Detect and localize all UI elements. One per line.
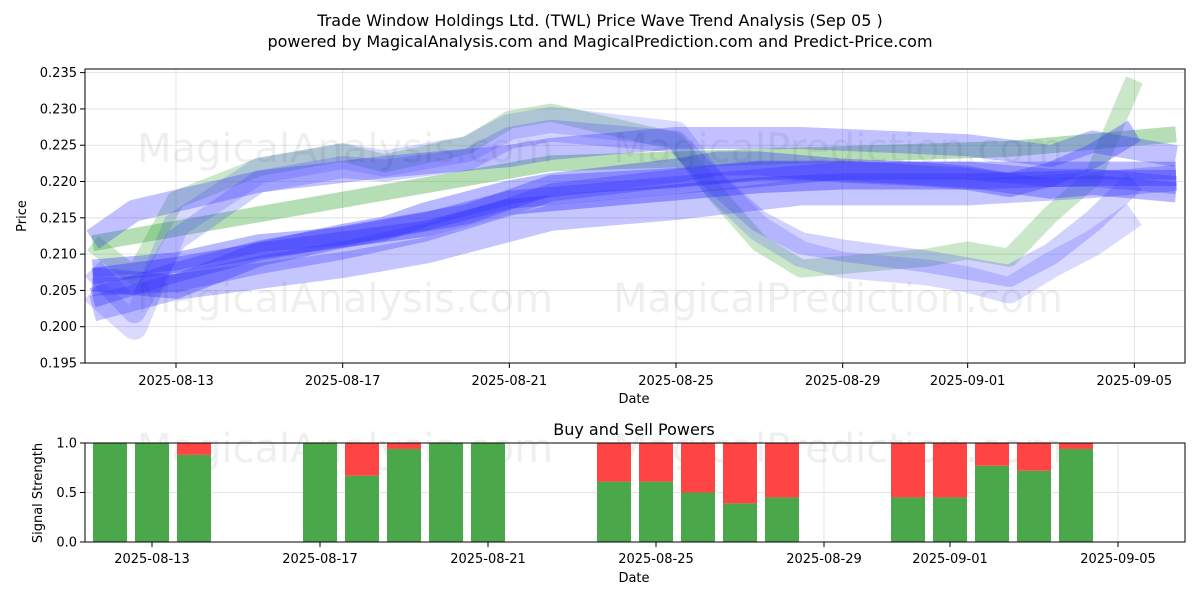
price-wave-band-blue [86,127,1178,249]
price-wave-band-blue [92,161,1177,296]
buy-bar [303,443,337,542]
price-y-axis-label: Price [15,200,30,232]
signal-x-tick-label: 2025-08-17 [282,552,358,567]
price-x-axis-label: Date [618,392,649,407]
sell-bar [723,443,757,504]
buy-bar [429,443,463,542]
price-y-tick-label: 0.215 [40,211,77,226]
sell-bar [345,443,379,476]
price-x-tick-label: 2025-08-13 [138,374,214,389]
signal-y-ticks: 0.0 0.5 1.0 [56,437,85,551]
price-wave-band-blue [91,120,1141,299]
sell-bar [177,443,211,455]
price-x-tick-label: 2025-08-29 [805,374,881,389]
signal-y-tick-label: 0.0 [56,536,77,551]
price-grid [85,69,1185,364]
price-y-tick-label: 0.200 [40,320,77,335]
sell-bar [1017,443,1051,471]
signal-y-tick-label: 1.0 [56,437,77,452]
price-panel: MagicalAnalysis.com MagicalPrediction.co… [15,66,1186,407]
price-wave-band-blue [91,169,1176,284]
price-wave-band-blue [89,164,1178,322]
price-axes-frame [84,68,1186,364]
price-y-tick-label: 0.205 [40,284,77,299]
chart-title-line2: powered by MagicalAnalysis.com and Magic… [267,32,932,51]
sell-bar [387,443,421,449]
sell-bar [681,443,715,493]
price-y-tick-label: 0.235 [40,66,77,81]
price-wave-band-green [87,76,1143,285]
signal-bars [93,443,1093,542]
sell-bar [1059,443,1093,449]
price-y-tick-label: 0.195 [40,357,77,372]
signal-x-tick-label: 2025-08-13 [114,552,190,567]
watermark-mid-left: MagicalAnalysis.com [137,276,553,322]
sell-bar [933,443,967,498]
chart-title-line1: Trade Window Holdings Ltd. (TWL) Price W… [316,11,882,30]
price-wave-band-blue [85,106,1142,340]
signal-x-tick-label: 2025-09-05 [1080,552,1156,567]
signal-panel-title: Buy and Sell Powers [553,420,715,439]
signal-x-tick-label: 2025-09-01 [912,552,988,567]
sell-bar [975,443,1009,466]
price-y-tick-label: 0.210 [40,248,77,263]
watermark-mid-right: MagicalPrediction.com [613,276,1063,322]
price-y-tick-label: 0.225 [40,139,77,154]
sell-bar [765,443,799,498]
price-x-ticks: 2025-08-13 2025-08-17 2025-08-21 2025-08-25… [138,363,1172,389]
signal-x-ticks: 2025-08-13 2025-08-17 2025-08-21 2025-08-25… [114,542,1156,567]
price-x-tick-label: 2025-08-25 [638,374,714,389]
price-wave-band-blue [89,160,1177,308]
price-wave-band-green [91,126,1177,252]
buy-bar [1017,470,1051,542]
sell-bar [597,443,631,482]
buy-bar [471,443,505,542]
buy-bar [681,492,715,542]
buy-bar [639,481,673,542]
sell-bar [639,443,673,482]
buy-bar [387,448,421,542]
buy-bar [891,497,925,542]
signal-x-tick-label: 2025-08-21 [450,552,526,567]
price-y-tick-label: 0.230 [40,102,77,117]
price-y-ticks: 0.195 0.200 0.205 0.210 0.215 0.220 0.225 0.230… [40,66,85,372]
price-x-tick-label: 2025-08-17 [305,374,381,389]
watermark-top-left: MagicalAnalysis.com [137,126,553,172]
buy-bar [1059,448,1093,542]
buy-bar [765,497,799,542]
buy-bar [933,497,967,542]
price-wave-band-blue [85,119,1142,324]
buy-bar [975,465,1009,542]
price-wave-band-blue [91,161,1176,278]
price-x-tick-label: 2025-09-01 [930,374,1006,389]
buy-bar [597,481,631,542]
signal-x-axis-label: Date [618,571,649,586]
price-wave-bands [85,76,1178,340]
buy-bar [723,503,757,542]
buy-bar [177,454,211,542]
signal-x-tick-label: 2025-08-29 [786,552,862,567]
price-y-tick-label: 0.220 [40,175,77,190]
signal-y-tick-label: 0.5 [56,486,77,501]
signal-y-axis-label: Signal Strength [31,443,46,543]
buy-bar [135,443,169,542]
signal-x-tick-label: 2025-08-25 [618,552,694,567]
price-x-tick-label: 2025-09-05 [1097,374,1173,389]
watermark-top-right: MagicalPrediction.com [613,126,1063,172]
signal-panel: Buy and Sell Powers MagicalAnalysis.com … [31,420,1186,586]
buy-bar [93,443,127,542]
sell-bar [891,443,925,498]
price-x-tick-label: 2025-08-21 [472,374,548,389]
buy-bar [345,475,379,542]
